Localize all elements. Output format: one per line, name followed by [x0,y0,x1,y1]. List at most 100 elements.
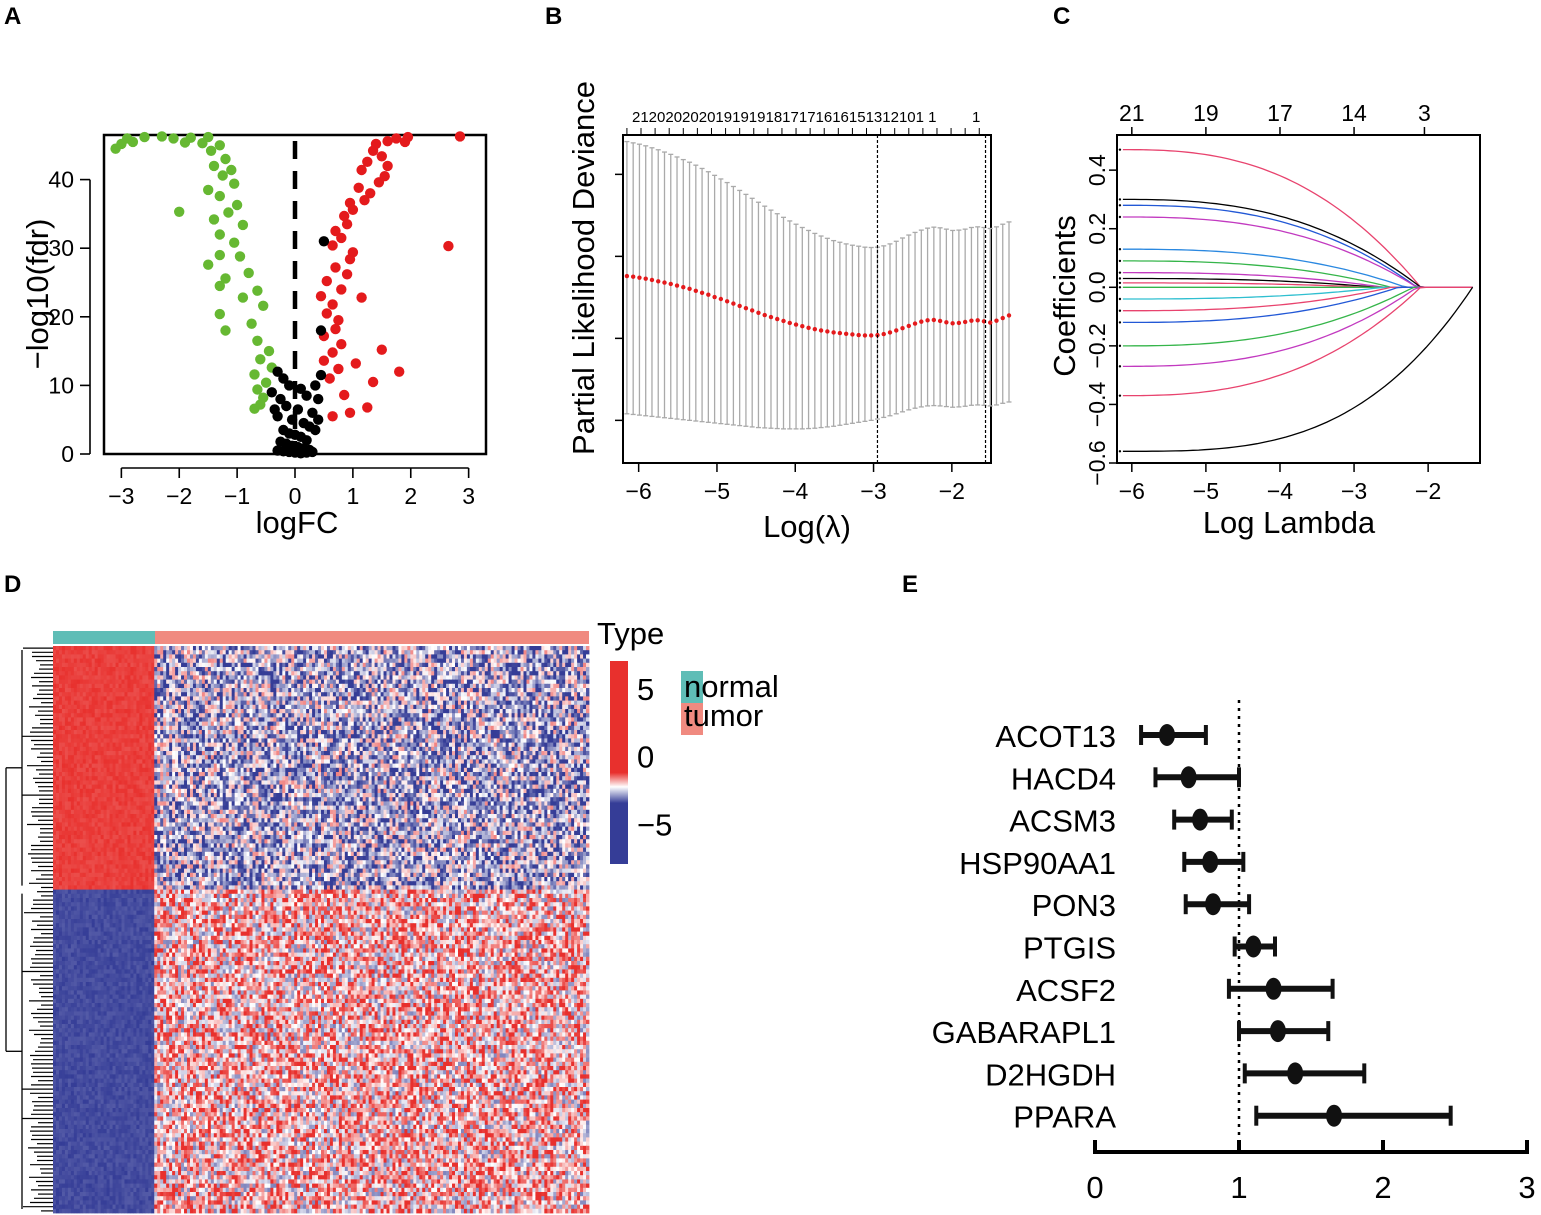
heatmap-cell [237,692,241,697]
heatmap-cell [449,725,453,731]
heatmap-cell [112,667,116,672]
heatmap-cell [282,700,286,706]
heatmap-cell [395,730,399,735]
heatmap-cell [243,662,247,668]
heatmap-cell [204,667,209,672]
heatmap-cell [91,734,96,739]
heatmap-cell [91,662,96,668]
heatmap-cell [359,734,364,739]
heatmap-cell [452,717,456,722]
heatmap-cell [267,688,271,693]
heatmap-cell [365,646,370,651]
heatmap-cell [449,675,453,680]
heatmap-cell [556,696,560,701]
heatmap-cell [511,734,515,739]
heatmap-cell [88,650,93,655]
heatmap-cell [544,734,548,739]
heatmap-cell [321,721,325,727]
heatmap-cell [222,675,227,680]
point-down [220,273,231,284]
heatmap-cell [517,704,521,710]
heatmap-cell [449,679,453,685]
heatmap-cell [565,692,569,697]
heatmap-cell [326,667,331,672]
heatmap-cell [276,646,280,651]
heatmap-cell [309,658,313,664]
heatmap-cell [469,692,474,697]
heatmap-cell [321,704,325,710]
heatmap-cell [130,696,134,701]
heatmap-cell [61,671,66,676]
heatmap-cell [469,662,474,668]
heatmap-cell [201,730,206,735]
heatmap-cell [556,650,560,655]
heatmap-cell [407,696,411,701]
point-down [237,292,249,303]
heatmap-cell [583,675,587,680]
heatmap-cell [58,725,63,731]
heatmap-cell [201,717,206,722]
heatmap-cell [341,667,346,672]
heatmap-cell [449,717,453,722]
heatmap-cell [353,700,358,706]
heatmap-cell [511,700,515,706]
heatmap-cell [389,662,393,668]
heatmap-cell [559,713,563,718]
heatmap-cell [315,704,319,710]
heatmap-cell [124,730,128,735]
heatmap-cell [109,696,113,701]
heatmap-cell [437,654,441,659]
heatmap-cell [460,667,465,672]
heatmap-cell [67,692,72,697]
heatmap-cell [386,646,390,651]
cv-mean-point [969,318,974,323]
heatmap-cell [583,671,587,676]
heatmap-cell [234,646,239,651]
heatmap-cell [496,725,501,731]
heatmap-cell [457,717,462,722]
heatmap-cell [508,667,512,672]
heatmap-cell [452,667,456,672]
heatmap-cell [219,646,224,651]
heatmap-cell [321,709,325,714]
heatmap-cell [225,692,230,697]
heatmap-cell [282,662,286,668]
heatmap-cell [508,700,512,706]
heatmap-cell [303,679,307,685]
heatmap-cell [338,683,343,689]
heatmap-cell [294,679,298,685]
heatmap-cell [586,709,590,714]
heatmap-cell [526,671,530,676]
heatmap-cell [204,709,209,714]
heatmap-cell [380,658,384,664]
heatmap-cell [136,721,140,727]
heatmap-cell [544,667,548,672]
heatmap-cell [457,675,462,680]
heatmap-cell [505,692,509,697]
heatmap-cell [306,738,310,743]
point-ns [295,383,306,394]
heatmap-cell [562,721,566,727]
heatmap-cell [398,650,402,655]
heatmap-cell [195,675,200,680]
heatmap-cell [53,717,57,722]
heatmap-cell [312,700,316,706]
heatmap-cell [288,675,292,680]
heatmap-cell [282,683,286,689]
heatmap-cell [478,650,483,655]
heatmap-cell [195,721,200,727]
heatmap-cell [586,683,590,689]
heatmap-cell [463,725,468,731]
heatmap-cell [374,734,378,739]
heatmap-cell [115,738,119,743]
heatmap-cell [526,683,530,689]
heatmap-cell [97,654,102,659]
heatmap-cell [556,725,560,731]
heatmap-cell [386,730,390,735]
heatmap-cell [368,667,373,672]
heatmap-cell [297,721,301,727]
heatmap-cell [544,721,548,727]
heatmap-cell [368,696,373,701]
heatmap-cell [520,650,524,655]
y-tick-label: 10 [48,372,74,398]
